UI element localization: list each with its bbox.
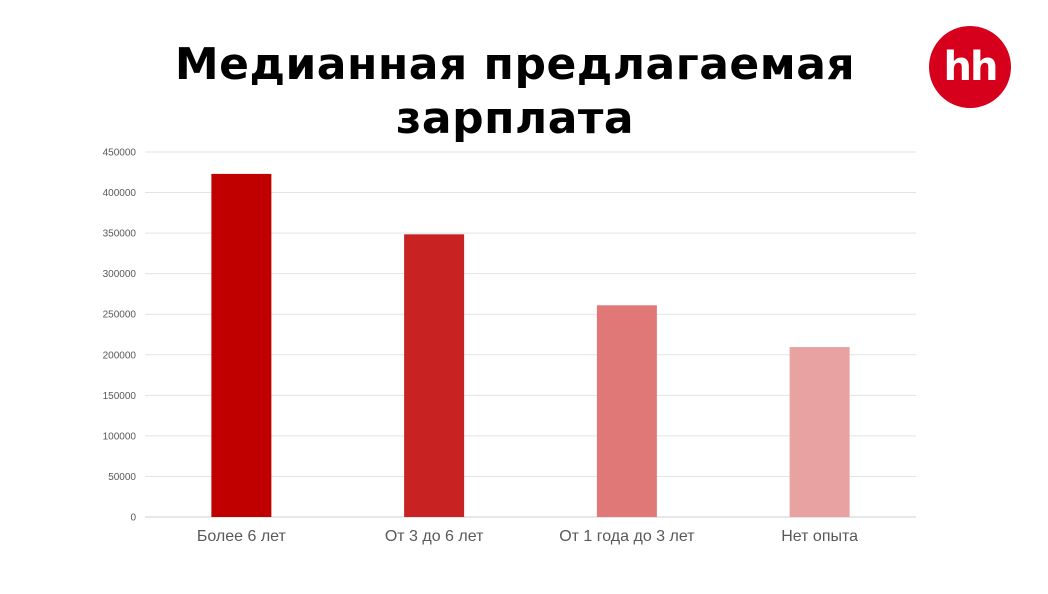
y-tick-label: 300000 [103,269,137,280]
y-tick-label: 100000 [103,431,137,442]
y-tick-label: 350000 [103,229,137,240]
hh-logo: hh [929,26,1011,108]
category-label: От 1 года до 3 лет [559,528,695,545]
y-tick-label: 0 [130,513,136,524]
y-tick-label: 450000 [103,148,137,159]
y-tick-label: 250000 [103,310,137,321]
category-label: Нет опыта [781,528,858,545]
bar [789,347,850,517]
chart-title: Медианная предлагаемая зарплата [174,39,856,144]
bar [596,305,657,517]
bar [404,234,465,518]
bar [211,173,272,517]
y-tick-label: 50000 [108,472,136,483]
category-label: От 3 до 6 лет [385,528,484,545]
y-tick-label: 400000 [103,188,137,199]
y-tick-label: 150000 [103,391,137,402]
y-tick-label: 200000 [103,350,137,361]
category-label: Более 6 лет [197,528,287,545]
